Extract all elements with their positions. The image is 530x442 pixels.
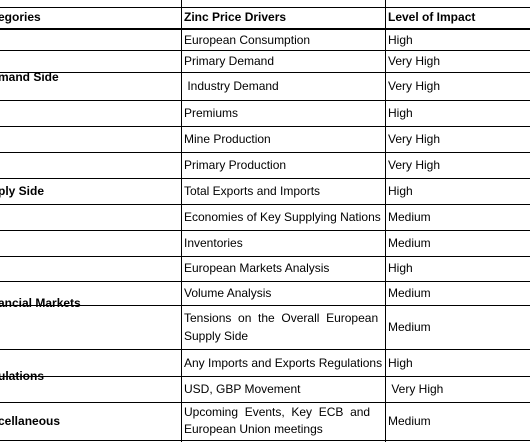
- driver-cell: Primary Demand: [184, 54, 275, 68]
- header-categories: egories: [0, 10, 41, 24]
- driver-cell: Volume Analysis: [184, 286, 272, 300]
- column-divider: [181, 0, 182, 442]
- driver-cell-line1: Tensions on the Overall European: [184, 311, 379, 325]
- impact-cell: Very High: [388, 79, 441, 93]
- driver-cell: USD, GBP Movement: [184, 382, 301, 396]
- row-divider: [0, 349, 530, 350]
- impact-cell: Medium: [388, 286, 431, 300]
- impact-cell: High: [388, 261, 413, 275]
- driver-cell-line2: Supply Side: [184, 329, 249, 343]
- row-divider: [0, 281, 530, 282]
- impact-cell: High: [388, 33, 413, 47]
- header-impact: Level of Impact: [388, 10, 476, 24]
- driver-cell: Any Imports and Exports Regulations: [184, 356, 383, 370]
- impact-cell: High: [388, 184, 413, 198]
- driver-cell: Industry Demand: [184, 79, 279, 93]
- impact-cell: Medium: [388, 236, 431, 250]
- row-divider: [0, 126, 530, 127]
- driver-cell: European Consumption: [184, 33, 311, 47]
- header-drivers: Zinc Price Drivers: [184, 10, 287, 24]
- row-divider: [0, 100, 530, 101]
- impact-cell: Very High: [388, 382, 444, 396]
- row-divider: [0, 256, 530, 257]
- driver-cell-line1: Upcoming Events, Key ECB and: [184, 405, 371, 419]
- category-financial-markets: ancial Markets: [0, 296, 81, 310]
- impact-cell: Medium: [388, 210, 431, 224]
- driver-cell: Inventories: [184, 236, 243, 250]
- driver-cell-line2: European Union meetings: [184, 422, 323, 436]
- row-divider: [0, 152, 530, 153]
- header-divider: [0, 28, 530, 30]
- impact-cell: Very High: [388, 54, 441, 68]
- row-divider: [0, 178, 530, 179]
- category-regulations: ulations: [0, 369, 45, 383]
- row-divider: [0, 72, 530, 73]
- driver-cell: European Markets Analysis: [184, 261, 330, 275]
- row-divider: [0, 204, 530, 205]
- impact-cell: High: [388, 356, 413, 370]
- row-divider: [0, 7, 530, 8]
- driver-cell: Total Exports and Imports: [184, 184, 321, 198]
- category-miscellaneous: cellaneous: [0, 414, 61, 428]
- row-divider: [0, 376, 530, 377]
- impact-cell: Medium: [388, 320, 431, 334]
- row-divider: [0, 305, 530, 306]
- driver-cell: Primary Production: [184, 158, 287, 172]
- driver-cell: Economies of Key Supplying Nations: [184, 210, 381, 224]
- row-divider: [0, 50, 530, 51]
- driver-cell: Premiums: [184, 106, 239, 120]
- driver-cell: Mine Production: [184, 132, 271, 146]
- impact-cell: Very High: [388, 132, 441, 146]
- impact-cell: Medium: [388, 414, 431, 428]
- impact-cell: Very High: [388, 158, 441, 172]
- category-supply-side: ply Side: [0, 184, 45, 198]
- impact-cell: High: [388, 106, 413, 120]
- category-demand-side: mand Side: [0, 70, 59, 84]
- column-divider: [385, 0, 386, 442]
- row-divider: [0, 402, 530, 403]
- row-divider: [0, 230, 530, 231]
- row-divider: [0, 440, 530, 441]
